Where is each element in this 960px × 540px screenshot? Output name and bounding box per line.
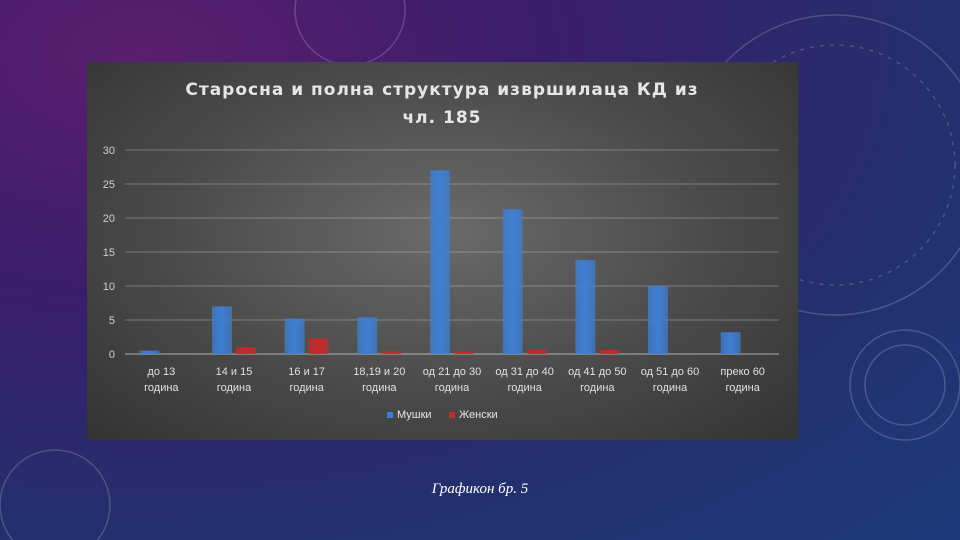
bar-male	[575, 260, 596, 354]
y-tick-label: 20	[103, 213, 115, 225]
x-category-label: 14 и 15	[216, 366, 253, 378]
y-tick-label: 0	[109, 349, 115, 361]
x-category-label: година	[725, 382, 760, 394]
y-tick-label: 15	[103, 247, 115, 259]
bar-male	[212, 306, 232, 354]
x-category-label: од 51 до 60	[641, 366, 699, 378]
x-category-label: година	[507, 382, 542, 394]
bar-male	[284, 318, 305, 354]
x-category-label: 16 и 17	[288, 366, 325, 378]
bar-female	[454, 351, 474, 354]
bar-female	[236, 347, 256, 354]
chart-title-line-1: Старосна и полна структура извршилаца КД…	[185, 80, 698, 100]
bar-male	[357, 317, 378, 354]
legend-swatch-male	[387, 412, 393, 418]
bar-male	[502, 209, 523, 354]
x-category-label: преко 60	[720, 366, 765, 378]
y-tick-label: 10	[103, 281, 115, 293]
bar-male	[720, 332, 741, 354]
legend-label-male: Мушки	[397, 409, 432, 421]
y-tick-label: 30	[103, 145, 115, 157]
deco-circle	[294, 0, 406, 66]
x-category-label: година	[217, 382, 252, 394]
bar-male	[648, 286, 668, 354]
chart-title-line-2: чл. 185	[403, 108, 482, 128]
x-category-label: година	[435, 382, 470, 394]
legend-label-female: Женски	[459, 409, 498, 421]
deco-circle	[849, 329, 960, 441]
bar-female	[308, 338, 329, 354]
y-tick-label: 5	[109, 315, 115, 327]
x-category-label: година	[144, 382, 179, 394]
y-tick-label: 25	[103, 179, 115, 191]
deco-circle	[864, 344, 946, 426]
x-category-label: до 13	[147, 366, 175, 378]
bar-male	[139, 350, 160, 354]
figure-caption: Графикон бр. 5	[431, 481, 529, 497]
x-category-label: 18,19 и 20	[353, 366, 405, 378]
bar-female	[526, 349, 547, 354]
legend-swatch-female	[449, 412, 455, 418]
bar-female	[599, 349, 620, 354]
bar-chart: Старосна и полна структура извршилаца КД…	[103, 80, 779, 421]
x-category-label: година	[362, 382, 397, 394]
x-category-label: година	[653, 382, 688, 394]
x-category-label: од 31 до 40	[495, 366, 553, 378]
x-category-label: година	[580, 382, 615, 394]
chart-panel: Старосна и полна структура извршилаца КД…	[87, 62, 798, 440]
bar-male	[430, 170, 450, 354]
bar-female	[381, 351, 402, 354]
x-category-label: од 41 до 50	[568, 366, 626, 378]
x-category-label: година	[289, 382, 324, 394]
x-category-label: од 21 до 30	[423, 366, 481, 378]
